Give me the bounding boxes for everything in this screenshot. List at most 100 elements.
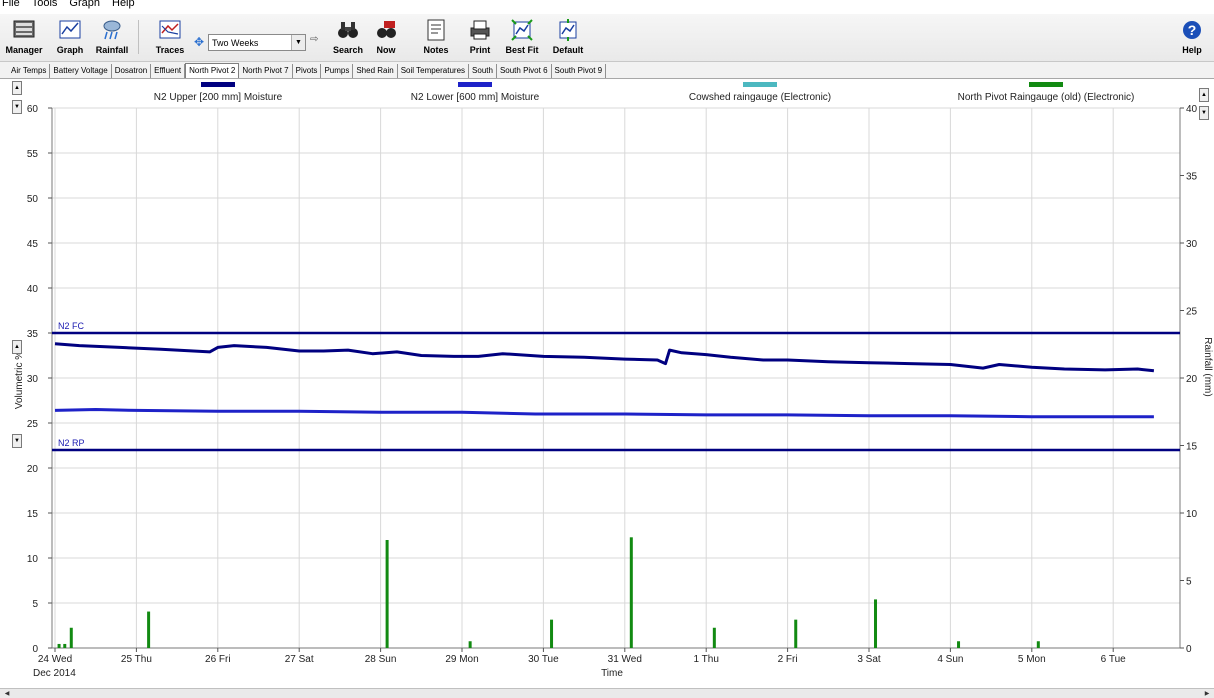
now-button[interactable]: Now (366, 18, 406, 60)
search-button[interactable]: Search (328, 18, 368, 60)
x-tick-label: 29 Mon (445, 654, 478, 665)
y2-scale-down-button[interactable]: ▼ (1199, 106, 1209, 120)
graph-button[interactable]: Graph (50, 18, 90, 60)
rainfall-bar (57, 643, 61, 648)
move-right-icon[interactable]: ⇨ (310, 34, 319, 45)
default-icon (559, 19, 577, 41)
y-tick-label: 40 (27, 284, 39, 295)
x-sublabel: Dec 2014 (33, 668, 76, 679)
y2-tick-label: 0 (1186, 644, 1192, 655)
x-tick-label: 27 Sat (285, 654, 314, 665)
y-tick-label: 55 (27, 149, 39, 160)
tab-south-pivot-6[interactable]: South Pivot 6 (497, 64, 552, 78)
svg-text:?: ? (1188, 22, 1197, 38)
tab-effluent[interactable]: Effluent (151, 64, 186, 78)
rainfall-bar (957, 641, 961, 648)
print-button[interactable]: Print (460, 18, 500, 60)
rainfall-button[interactable]: Rainfall (92, 18, 132, 60)
x-tick-label: 28 Sun (365, 654, 397, 665)
x-tick-label: 1 Thu (694, 654, 719, 665)
tab-soil-temperatures[interactable]: Soil Temperatures (398, 64, 470, 78)
move-left-icon[interactable]: ✥ (194, 35, 205, 49)
best-fit-label: Best Fit (505, 45, 539, 55)
scroll-right-icon[interactable]: ▶ (1204, 691, 1210, 697)
y2-tick-label: 30 (1186, 239, 1198, 250)
reference-line-label: N2 RP (58, 438, 85, 448)
legend-label: North Pivot Raingauge (old) (Electronic) (958, 92, 1135, 103)
y-tick-label: 35 (27, 329, 39, 340)
series-line-upper (54, 342, 1155, 373)
legend-label: N2 Lower [600 mm] Moisture (411, 92, 540, 103)
help-label: Help (1182, 45, 1202, 55)
tab-north-pivot-2[interactable]: North Pivot 2 (185, 63, 240, 78)
y2-scale-up-button[interactable]: ▲ (1199, 88, 1209, 102)
tab-pivots[interactable]: Pivots (293, 64, 322, 78)
chevron-down-icon[interactable]: ▼ (291, 35, 305, 50)
print-icon (470, 20, 490, 40)
graph-label: Graph (56, 45, 84, 55)
traces-button[interactable]: Traces (150, 18, 190, 60)
y2-tick-label: 25 (1186, 307, 1198, 318)
help-button[interactable]: ? Help (1172, 18, 1212, 60)
menu-tools[interactable]: Tools (31, 0, 58, 9)
manager-label: Manager (5, 45, 43, 55)
notes-button[interactable]: Notes (416, 18, 456, 60)
tab-north-pivot-7[interactable]: North Pivot 7 (239, 64, 293, 78)
x-tick-label: 3 Sat (857, 654, 881, 665)
best-fit-icon (511, 19, 533, 41)
rainfall-bar (794, 619, 798, 648)
rainfall-bar (874, 599, 878, 648)
y-tick-label: 15 (27, 509, 39, 520)
menu-graph[interactable]: Graph (69, 0, 100, 9)
rainfall-bar (69, 627, 73, 648)
tab-dosatron[interactable]: Dosatron (112, 64, 152, 78)
y-pan-down-button[interactable]: ▼ (12, 434, 22, 448)
y-pan-up-button[interactable]: ▲ (12, 340, 22, 354)
traces-icon (159, 20, 181, 39)
y-tick-label: 50 (27, 194, 39, 205)
y2-axis-label: Rainfall (mm) (1202, 337, 1213, 396)
period-select[interactable]: Two Weeks ▼ (208, 34, 306, 51)
horizontal-scrollbar[interactable]: ◀ ▶ (0, 688, 1214, 698)
y-scale-up-button[interactable]: ▲ (12, 81, 22, 95)
default-button[interactable]: Default (548, 18, 588, 60)
x-tick-label: 26 Fri (205, 654, 231, 665)
reference-line-label: N2 FC (58, 321, 85, 331)
chart-area: 0 5 10 15 20 25 30 35 40 45 50 55 60 0 5 10 15 20 25 30 35 40… (0, 80, 1214, 688)
menu-help[interactable]: Help (112, 0, 135, 9)
now-label: Now (376, 45, 396, 55)
tab-battery-voltage[interactable]: Battery Voltage (50, 64, 112, 78)
legend-swatch (1029, 82, 1063, 87)
y-tick-label: 20 (27, 464, 39, 475)
y-scale-down-button[interactable]: ▼ (12, 100, 22, 114)
tab-bar: Air Temps Battery Voltage Dosatron Efflu… (0, 62, 1214, 79)
best-fit-button[interactable]: Best Fit (502, 18, 542, 60)
tab-shed-rain[interactable]: Shed Rain (353, 64, 398, 78)
y-tick-label: 30 (27, 374, 39, 385)
moisture-rainfall-chart[interactable]: 0 5 10 15 20 25 30 35 40 45 50 55 60 0 5 10 15 20 25 30 35 40… (0, 80, 1214, 688)
y-axis-label: Volumetric % (14, 351, 25, 409)
x-axis-label: Time (601, 668, 623, 679)
legend-swatch (458, 82, 492, 87)
legend-label: Cowshed raingauge (Electronic) (689, 92, 831, 103)
rainfall-bar (712, 627, 716, 648)
scroll-left-icon[interactable]: ◀ (4, 691, 10, 697)
default-label: Default (552, 45, 584, 55)
y2-tick-label: 35 (1186, 172, 1198, 183)
rainfall-bar (468, 641, 472, 648)
rainfall-icon (103, 20, 121, 40)
traces-label: Traces (155, 45, 185, 55)
notes-label: Notes (423, 45, 449, 55)
menu-file[interactable]: File (2, 0, 20, 9)
rainfall-bar (63, 643, 67, 648)
y2-tick-label: 10 (1186, 509, 1198, 520)
tab-pumps[interactable]: Pumps (321, 64, 354, 78)
rainfall-bar (550, 619, 554, 648)
legend-label: N2 Upper [200 mm] Moisture (154, 92, 283, 103)
tab-south-pivot-9[interactable]: South Pivot 9 (552, 64, 607, 78)
manager-button[interactable]: Manager (4, 18, 44, 60)
tab-south[interactable]: South (469, 64, 497, 78)
tab-air-temps[interactable]: Air Temps (8, 64, 51, 78)
help-icon: ? (1183, 21, 1201, 39)
manager-icon (13, 20, 35, 38)
